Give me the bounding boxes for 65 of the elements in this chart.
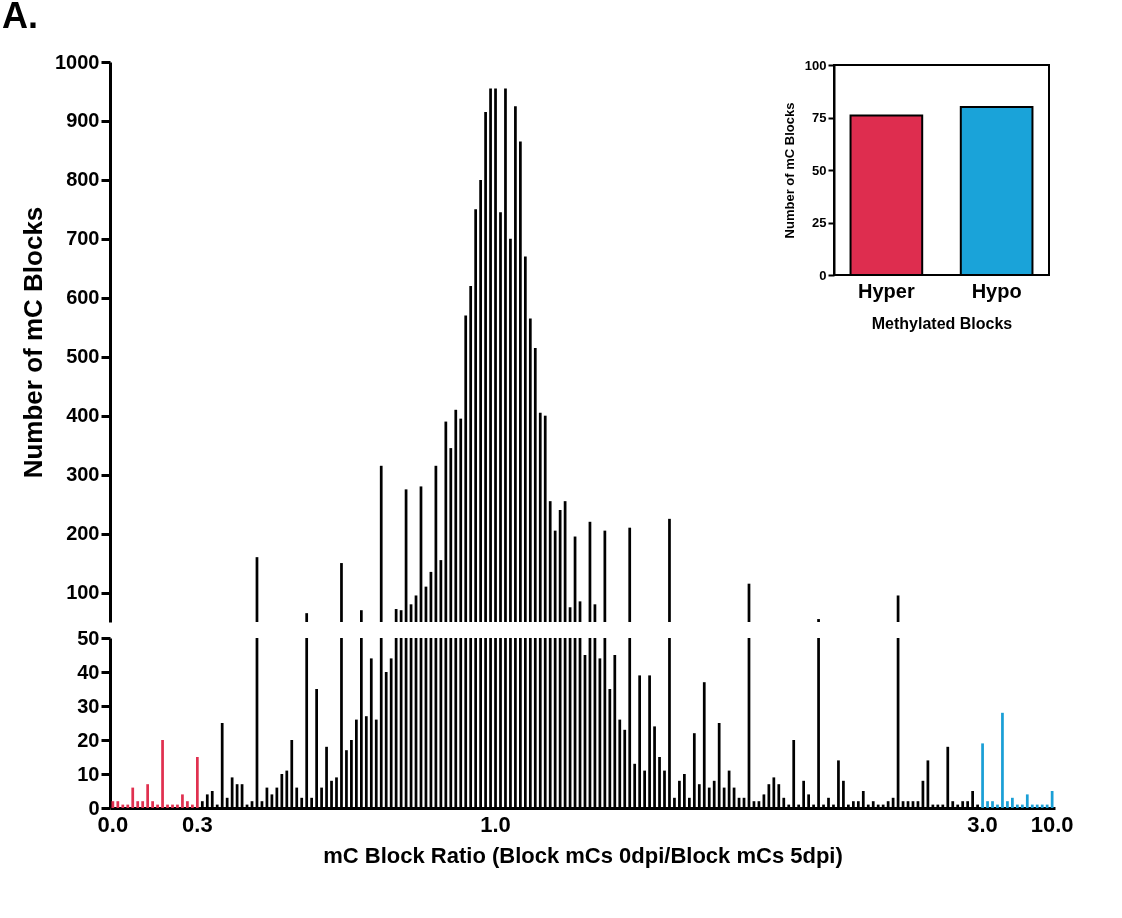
y-tick-label: 900 — [66, 109, 100, 132]
bar — [131, 787, 135, 808]
bar — [186, 801, 189, 808]
x-tick-label: 10.0 — [1030, 811, 1074, 837]
bar — [111, 801, 115, 808]
bar — [121, 804, 125, 808]
bar — [136, 801, 140, 808]
y-tick-label: 500 — [66, 345, 100, 368]
bar — [1006, 801, 1009, 808]
bar — [146, 784, 150, 808]
bar — [1050, 791, 1054, 808]
chart-title: A. — [2, 0, 38, 36]
y-tick-label: 600 — [66, 286, 100, 309]
bar — [981, 743, 984, 808]
bar — [156, 804, 159, 808]
bar — [986, 801, 989, 808]
y-tick-label: 0 — [88, 796, 100, 819]
bar — [151, 801, 154, 808]
bar — [195, 757, 199, 808]
y-tick-label: 20 — [77, 728, 100, 751]
y-axis-title: Number of mC Blocks — [781, 102, 797, 239]
bar — [1035, 804, 1039, 808]
x-axis-title: Methylated Blocks — [871, 314, 1013, 332]
y-axis-title: Number of mC Blocks — [18, 206, 49, 479]
bar — [1011, 797, 1014, 808]
bar — [1040, 804, 1044, 808]
y-tick-label: 40 — [77, 660, 100, 683]
x-tick-label: Hypo — [971, 279, 1022, 302]
y-tick-label: 75 — [812, 110, 827, 125]
x-tick-label: 3.0 — [967, 811, 998, 837]
y-tick-label: 800 — [66, 168, 100, 191]
bar — [176, 804, 179, 808]
bar — [191, 804, 194, 808]
y-tick-label: 25 — [812, 215, 827, 230]
y-tick-label: 700 — [66, 227, 100, 250]
bar — [1020, 804, 1024, 808]
bar — [126, 804, 130, 808]
bar — [1025, 794, 1029, 808]
bar — [141, 801, 145, 808]
bar — [1030, 804, 1034, 808]
bar — [166, 804, 169, 808]
y-tick-label: 300 — [66, 463, 100, 486]
y-tick-label: 100 — [804, 57, 827, 73]
y-tick-label: 0 — [819, 267, 827, 283]
y-tick-label: 100 — [66, 581, 100, 604]
bar — [171, 804, 174, 808]
x-tick-label: 1.0 — [480, 811, 511, 837]
x-tick-label: Hyper — [858, 279, 915, 302]
y-tick-label: 10 — [77, 762, 100, 785]
x-axis-title: mC Block Ratio (Block mCs 0dpi/Block mCs 5dpi) — [323, 842, 843, 868]
bar — [996, 804, 999, 808]
bar — [161, 740, 164, 808]
bar — [1015, 804, 1019, 808]
x-tick-label: 0.3 — [182, 811, 213, 837]
bar — [116, 801, 120, 808]
y-tick-label: 30 — [77, 694, 100, 717]
y-tick-label: 400 — [66, 404, 100, 427]
y-tick-label: 200 — [66, 522, 100, 545]
bar — [1001, 712, 1004, 808]
y-tick-label: 50 — [77, 626, 100, 649]
bar — [991, 801, 994, 808]
bar — [1045, 804, 1049, 808]
y-tick-label: 1000 — [55, 50, 100, 73]
y-tick-label: 50 — [812, 162, 827, 178]
bar — [181, 794, 184, 808]
